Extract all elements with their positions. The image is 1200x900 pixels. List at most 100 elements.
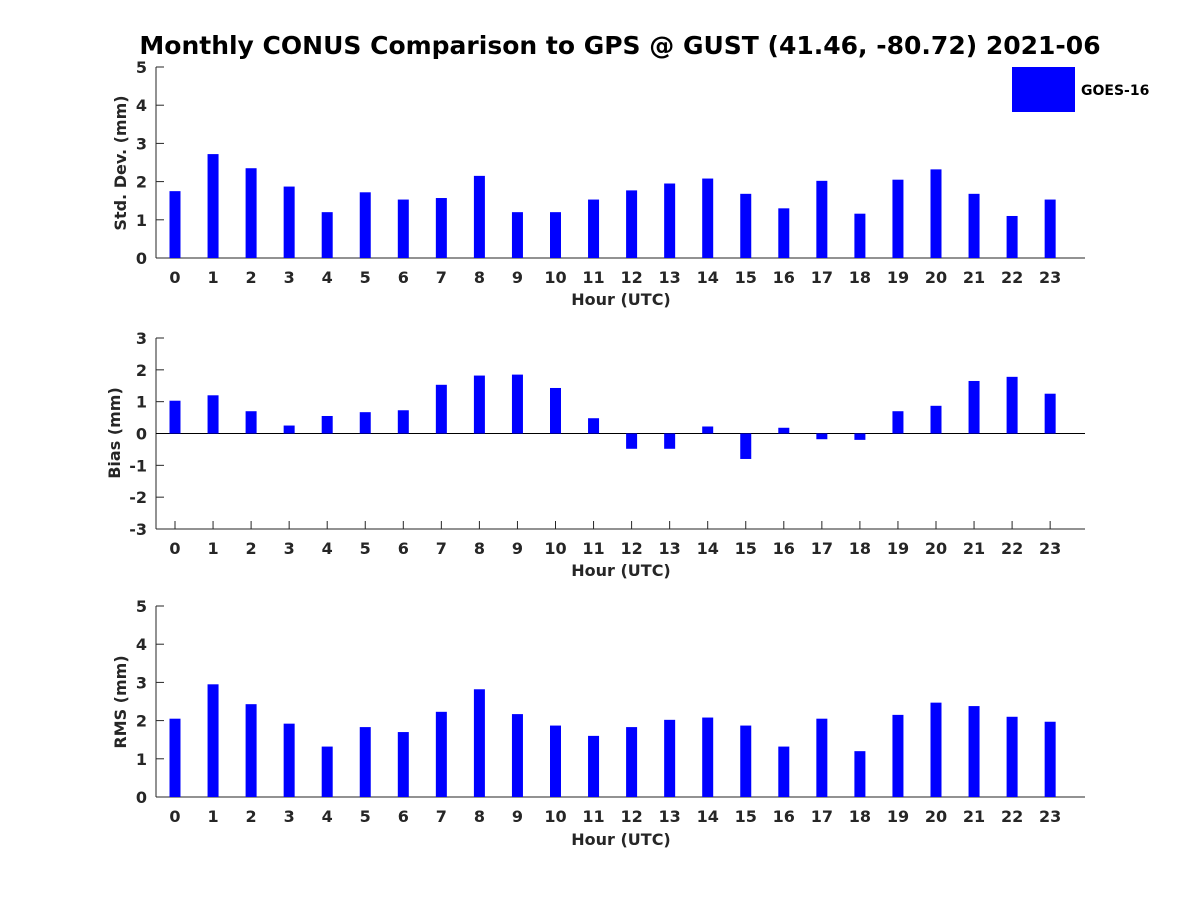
rms-bar xyxy=(740,725,752,797)
stddev-bar xyxy=(664,183,676,258)
bias-xtick-label: 20 xyxy=(925,539,947,558)
bias-bar xyxy=(930,405,942,434)
bias-xtick-label: 11 xyxy=(582,539,604,558)
bias-xtick-label: 16 xyxy=(773,539,795,558)
bias-bar xyxy=(1044,393,1056,434)
rms-xtick-label: 14 xyxy=(697,807,719,826)
bias-bar xyxy=(207,395,219,434)
bias-xtick-label: 1 xyxy=(207,539,218,558)
bias-xtick-label: 22 xyxy=(1001,539,1023,558)
bias-xtick-label: 7 xyxy=(436,539,447,558)
stddev-bar xyxy=(245,168,257,258)
rms-bar xyxy=(778,746,790,797)
stddev-xtick-label: 8 xyxy=(474,268,485,287)
stddev-bar xyxy=(511,212,523,258)
stddev-xtick-label: 6 xyxy=(398,268,409,287)
stddev-xtick-label: 19 xyxy=(887,268,909,287)
rms-xtick-label: 7 xyxy=(436,807,447,826)
bias-xtick-label: 9 xyxy=(512,539,523,558)
rms-bar xyxy=(702,717,714,797)
stddev-bar xyxy=(1006,215,1018,258)
bias-xtick-label: 0 xyxy=(169,539,180,558)
stddev-xtick-label: 5 xyxy=(360,268,371,287)
rms-xtick-label: 16 xyxy=(773,807,795,826)
panel-rms-ylabel: RMS (mm) xyxy=(111,655,130,748)
stddev-xtick-label: 23 xyxy=(1039,268,1061,287)
panel-bias-xlabel: Hour (UTC) xyxy=(571,561,671,580)
bias-xtick-label: 4 xyxy=(322,539,333,558)
stddev-bar xyxy=(930,169,942,258)
bias-xtick-label: 15 xyxy=(735,539,757,558)
legend-swatch xyxy=(1012,67,1075,112)
rms-bar xyxy=(321,746,333,797)
rms-xtick-label: 18 xyxy=(849,807,871,826)
bias-bar xyxy=(359,412,371,434)
bias-bar xyxy=(321,415,333,434)
stddev-xtick-label: 12 xyxy=(620,268,642,287)
rms-bar xyxy=(207,684,219,797)
legend-label: GOES-16 xyxy=(1081,83,1149,99)
rms-xtick-label: 19 xyxy=(887,807,909,826)
rms-bar xyxy=(169,718,181,797)
bias-xtick-label: 8 xyxy=(474,539,485,558)
legend: GOES-16 xyxy=(1012,67,1149,112)
rms-bar xyxy=(397,732,409,797)
bias-bar xyxy=(435,384,447,434)
bias-ytick-label: -3 xyxy=(129,520,147,539)
bias-bar xyxy=(626,433,638,449)
rms-bar xyxy=(892,714,904,797)
rms-xtick-label: 20 xyxy=(925,807,947,826)
panel-rms-xlabel: Hour (UTC) xyxy=(571,830,671,849)
bias-bar xyxy=(169,400,181,434)
rms-bar xyxy=(854,751,866,797)
bias-xtick-label: 18 xyxy=(849,539,871,558)
rms-bar xyxy=(1044,721,1056,797)
stddev-ytick-label: 2 xyxy=(136,173,147,192)
panel-bias-ylabel: Bias (mm) xyxy=(105,387,124,479)
rms-xtick-label: 10 xyxy=(544,807,566,826)
stddev-bar xyxy=(816,180,828,258)
bias-bar xyxy=(511,374,523,434)
rms-xtick-label: 2 xyxy=(246,807,257,826)
rms-ytick-label: 2 xyxy=(136,712,147,731)
bias-bar xyxy=(473,375,485,434)
rms-xtick-label: 21 xyxy=(963,807,985,826)
bias-bar xyxy=(778,427,790,434)
bias-xtick-label: 17 xyxy=(811,539,833,558)
bias-bar xyxy=(702,426,714,434)
stddev-bar xyxy=(740,193,752,258)
stddev-xtick-label: 21 xyxy=(963,268,985,287)
rms-ytick-label: 5 xyxy=(136,597,147,616)
stddev-xtick-label: 11 xyxy=(582,268,604,287)
rms-xtick-label: 15 xyxy=(735,807,757,826)
stddev-ytick-label: 1 xyxy=(136,211,147,230)
stddev-bar xyxy=(778,208,790,258)
rms-xtick-label: 22 xyxy=(1001,807,1023,826)
bias-bar xyxy=(664,433,676,449)
bias-xtick-label: 5 xyxy=(360,539,371,558)
stddev-xtick-label: 15 xyxy=(735,268,757,287)
stddev-xtick-label: 13 xyxy=(659,268,681,287)
stddev-bar xyxy=(169,191,181,258)
chart-title: Monthly CONUS Comparison to GPS @ GUST (… xyxy=(139,31,1100,60)
bias-bar xyxy=(892,411,904,434)
rms-xtick-label: 8 xyxy=(474,807,485,826)
rms-xtick-label: 0 xyxy=(169,807,180,826)
rms-xtick-label: 23 xyxy=(1039,807,1061,826)
rms-bar xyxy=(930,702,942,797)
rms-xtick-label: 13 xyxy=(659,807,681,826)
rms-xtick-label: 6 xyxy=(398,807,409,826)
stddev-bar xyxy=(892,179,904,258)
bias-bar xyxy=(740,433,752,459)
rms-bar xyxy=(968,706,980,797)
bias-xtick-label: 14 xyxy=(697,539,719,558)
bias-xtick-label: 12 xyxy=(620,539,642,558)
bias-ytick-label: 2 xyxy=(136,361,147,380)
stddev-xtick-label: 20 xyxy=(925,268,947,287)
stddev-xtick-label: 1 xyxy=(207,268,218,287)
stddev-ytick-label: 4 xyxy=(136,96,147,115)
bias-ytick-label: -2 xyxy=(129,488,147,507)
rms-xtick-label: 12 xyxy=(620,807,642,826)
